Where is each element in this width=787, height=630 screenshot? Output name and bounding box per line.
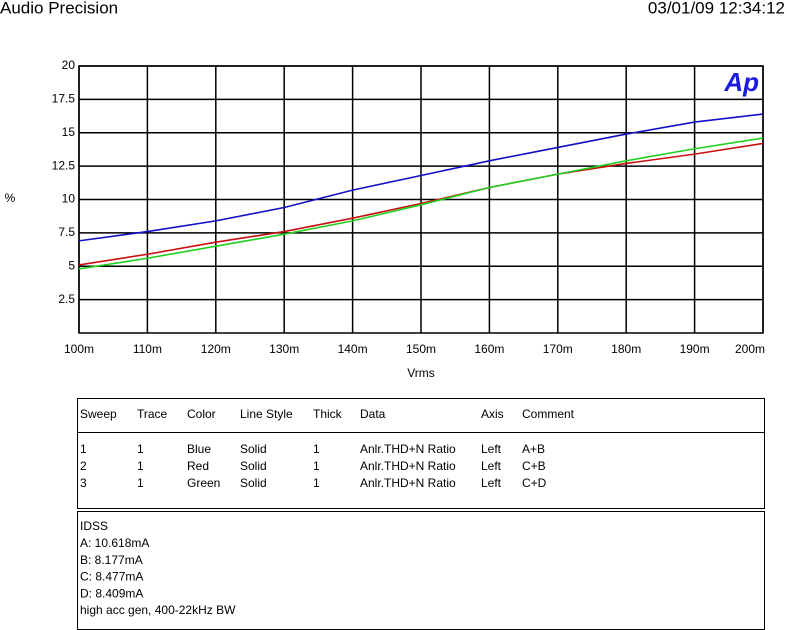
x-tick-label: 150m	[406, 342, 436, 356]
table-header: Color	[187, 407, 216, 421]
table-cell: 1	[313, 476, 320, 490]
table-cell: 3	[80, 476, 87, 490]
note-line: A: 10.618mA	[80, 536, 149, 550]
table-cell: Solid	[240, 476, 267, 490]
x-tick-label: 130m	[269, 342, 299, 356]
y-axis-label: %	[5, 191, 16, 205]
table-header: Trace	[137, 407, 168, 421]
table-cell: C+B	[522, 459, 546, 473]
table-cell: Solid	[240, 459, 267, 473]
table-cell: 1	[80, 442, 87, 456]
table-cell: 1	[137, 459, 144, 473]
app-title: Audio Precision	[0, 0, 118, 17]
table-cell: 1	[137, 476, 144, 490]
table-cell: 1	[137, 442, 144, 456]
note-line: B: 8.177mA	[80, 553, 143, 567]
note-line: D: 8.409mA	[80, 586, 143, 600]
y-tick-label: 17.5	[52, 92, 76, 106]
y-tick-label: 15	[62, 125, 76, 139]
table-cell: Green	[187, 476, 220, 490]
table-header: Comment	[522, 407, 575, 421]
table-cell: Left	[481, 476, 502, 490]
x-tick-label: 180m	[611, 342, 641, 356]
table-cell: C+D	[522, 476, 547, 490]
x-tick-label: 160m	[474, 342, 504, 356]
table-header: Thick	[313, 407, 343, 421]
table-cell: 1	[313, 442, 320, 456]
note-line: high acc gen, 400-22kHz BW	[80, 603, 236, 617]
y-tick-label: 7.5	[58, 225, 75, 239]
x-tick-label: 110m	[133, 342, 162, 356]
x-tick-label: 100m	[64, 342, 94, 356]
table-cell: Anlr.THD+N Ratio	[360, 476, 456, 490]
legend-box	[77, 398, 765, 509]
table-cell: Left	[481, 442, 502, 456]
y-tick-label: 12.5	[52, 158, 76, 172]
x-axis-label: Vrms	[407, 366, 435, 380]
y-tick-label: 10	[62, 192, 76, 206]
table-cell: Blue	[187, 442, 211, 456]
x-tick-label: 190m	[680, 342, 710, 356]
x-tick-label: 200m	[735, 342, 765, 356]
table-cell: A+B	[522, 442, 545, 456]
series-line	[78, 137, 764, 270]
x-tick-label: 170m	[543, 342, 573, 356]
table-cell: Left	[481, 459, 502, 473]
x-tick-label: 120m	[201, 342, 231, 356]
table-cell: 1	[313, 459, 320, 473]
y-tick-label: 2.5	[58, 292, 75, 306]
timestamp: 03/01/09 12:34:12	[648, 0, 785, 17]
logo: Ap	[723, 67, 759, 97]
note-line: C: 8.477mA	[80, 570, 143, 584]
table-header: Data	[360, 407, 386, 421]
series-line	[78, 142, 764, 266]
y-tick-label: 5	[68, 258, 75, 272]
y-tick-label: 20	[62, 58, 76, 72]
table-header: Line Style	[240, 407, 293, 421]
table-cell: 2	[80, 459, 87, 473]
table-header: Sweep	[80, 407, 117, 421]
note-line: IDSS	[80, 519, 108, 533]
table-cell: Anlr.THD+N Ratio	[360, 459, 456, 473]
table-cell: Solid	[240, 442, 267, 456]
x-tick-label: 140m	[338, 342, 368, 356]
table-header: Axis	[481, 407, 504, 421]
series-line	[78, 113, 764, 242]
table-cell: Anlr.THD+N Ratio	[360, 442, 456, 456]
table-cell: Red	[187, 459, 209, 473]
